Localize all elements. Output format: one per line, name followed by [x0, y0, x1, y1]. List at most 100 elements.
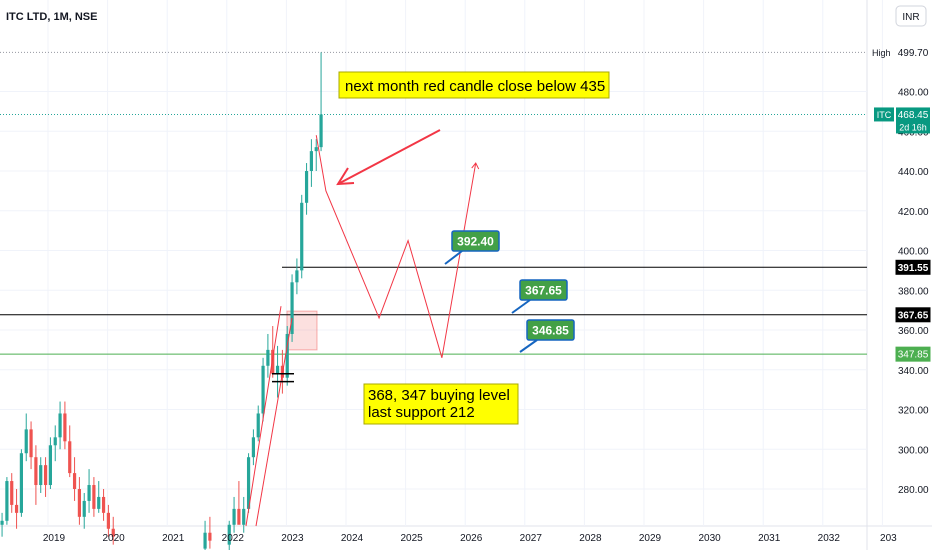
- svg-text:2d 16h: 2d 16h: [899, 122, 927, 132]
- x-tick-label: 2028: [579, 533, 602, 544]
- candle: [242, 496, 246, 533]
- candle: [227, 520, 231, 550]
- candle: [82, 492, 86, 529]
- y-tick-label: 380.00: [898, 286, 929, 297]
- candle: [232, 496, 236, 533]
- red-arrowhead: [336, 167, 355, 186]
- currency-button[interactable]: INR: [895, 5, 927, 27]
- y-tick-label: 340.00: [898, 366, 929, 377]
- annotation-text: last support 212: [368, 404, 475, 421]
- svg-text:ITC: ITC: [877, 110, 892, 120]
- price-callout[interactable]: 346.85: [519, 319, 575, 353]
- svg-text:367.65: 367.65: [898, 310, 929, 321]
- y-axis: 280.00 300.00 320.00 340.00 360.00 380.00 400.…: [872, 44, 931, 496]
- svg-text:468.45: 468.45: [898, 110, 929, 121]
- annotation-note-1[interactable]: next month red candle close below 435: [338, 71, 610, 99]
- x-tick-label: 2023: [281, 533, 304, 544]
- candles: [0, 52, 323, 550]
- y-tick-label: 360.00: [898, 326, 929, 337]
- x-tick-label: 2027: [520, 533, 543, 544]
- x-tick-label: 2022: [222, 533, 245, 544]
- candle: [19, 449, 23, 517]
- candle: [72, 457, 77, 501]
- currency-label: INR: [902, 12, 919, 23]
- x-tick-label: 2026: [460, 533, 483, 544]
- x-tick-label: 2032: [818, 533, 841, 544]
- symbol-title: ITC LTD, 1M, NSE: [6, 11, 97, 23]
- candle: [58, 401, 62, 450]
- x-axis: 2019 2020 2021 2022 2023 2024 2025 2026 2027 2028…: [43, 533, 897, 544]
- y-tick-label: 300.00: [898, 445, 929, 456]
- candle: [290, 274, 294, 342]
- high-label: High: [872, 48, 891, 58]
- candle: [14, 489, 19, 529]
- candle: [10, 473, 14, 513]
- candle: [101, 489, 106, 521]
- candle: [304, 163, 309, 215]
- x-tick-label: 203: [880, 533, 897, 544]
- callout-label: 346.85: [532, 324, 569, 338]
- candle: [24, 413, 28, 462]
- svg-text:347.85: 347.85: [898, 350, 929, 361]
- candle: [261, 357, 265, 422]
- candle: [77, 477, 81, 525]
- y-tick-label: 320.00: [898, 406, 929, 417]
- candle: [97, 481, 101, 513]
- y-tick-label: 480.00: [898, 88, 929, 99]
- candle: [295, 258, 299, 295]
- trendline-1: [245, 306, 282, 527]
- candle: [203, 520, 207, 550]
- candle: [53, 425, 57, 462]
- x-tick-label: 2031: [758, 533, 781, 544]
- candle: [87, 469, 91, 513]
- level-badge-391: 391.55: [895, 259, 931, 275]
- price-callout[interactable]: 392.40: [444, 230, 500, 265]
- level-badge-347: 347.85: [895, 346, 931, 362]
- candle: [300, 194, 304, 279]
- x-tick-label: 2020: [102, 533, 125, 544]
- y-tick-label: 400.00: [898, 247, 929, 258]
- x-tick-label: 2030: [698, 533, 721, 544]
- x-tick-label: 2024: [341, 533, 364, 544]
- candle: [285, 326, 289, 386]
- price-callout[interactable]: 367.65: [511, 279, 568, 314]
- horizontal-lines: [0, 51, 867, 355]
- x-tick-label: 2021: [162, 533, 185, 544]
- candle: [237, 481, 241, 525]
- trendline-2: [255, 317, 293, 527]
- annotation-text: next month red candle close below 435: [345, 78, 605, 95]
- candle: [271, 326, 275, 378]
- annotation-text: 368, 347 buying level: [368, 387, 510, 404]
- candle: [208, 516, 212, 549]
- candle: [309, 139, 313, 187]
- callout-label: 367.65: [525, 284, 562, 298]
- candle: [319, 52, 323, 152]
- annotations: next month red candle close below 435 368…: [338, 71, 610, 425]
- x-tick-label: 2019: [43, 533, 66, 544]
- x-tick-label: 2029: [639, 533, 662, 544]
- svg-text:391.55: 391.55: [898, 263, 929, 274]
- candle: [63, 401, 67, 450]
- candle: [111, 516, 115, 545]
- candle: [256, 405, 260, 442]
- candle: [246, 453, 251, 513]
- candle: [68, 425, 72, 478]
- svg-text:499.70: 499.70: [898, 48, 929, 59]
- callout-label: 392.40: [457, 235, 494, 249]
- candle: [106, 504, 110, 537]
- candle: [275, 345, 280, 398]
- candle: [266, 333, 270, 378]
- x-tick-label: 2025: [400, 533, 423, 544]
- y-tick-label: 440.00: [898, 167, 929, 178]
- candle: [92, 477, 96, 517]
- y-tick-label: 280.00: [898, 485, 929, 496]
- candle: [29, 421, 33, 470]
- candle: [314, 139, 318, 171]
- projection-drawing: [245, 129, 480, 527]
- candle: [251, 429, 255, 466]
- candle: [34, 445, 38, 505]
